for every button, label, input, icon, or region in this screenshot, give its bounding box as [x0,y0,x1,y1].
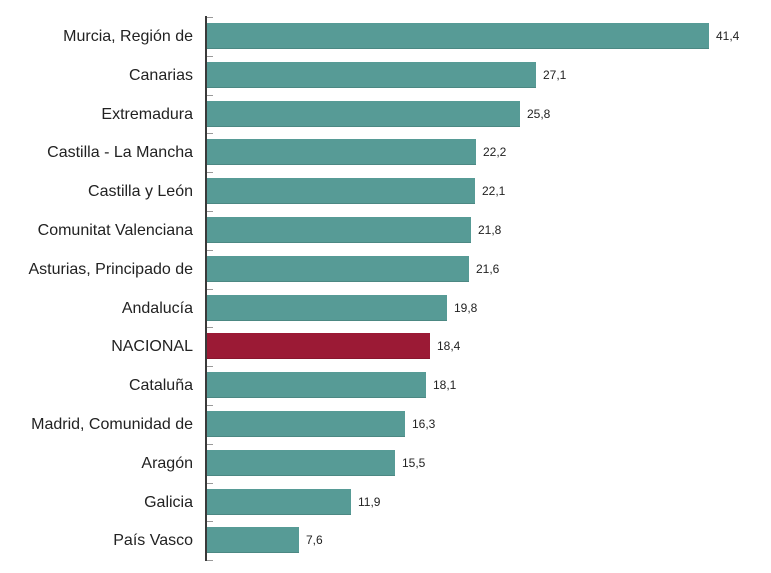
bar-row: Galicia 11,9 [0,489,771,516]
axis-tick [207,289,213,290]
bar [207,139,476,165]
axis-tick [207,560,213,561]
bar [207,411,405,437]
value-label: 21,8 [478,223,502,237]
bar-row: Madrid, Comunidad de 16,3 [0,411,771,438]
category-label: Castilla y León [88,183,193,200]
bar [207,101,520,127]
y-axis-line [205,16,207,561]
value-label: 16,3 [412,417,436,431]
bar-row: Castilla - La Mancha 22,2 [0,139,771,166]
axis-tick [207,95,213,96]
category-label: Aragón [141,455,193,472]
value-label: 18,1 [433,378,457,392]
bar [207,62,536,88]
category-label: NACIONAL [111,338,193,355]
category-label: Murcia, Región de [63,28,193,45]
bar-row: País Vasco 7,6 [0,527,771,554]
bar-row: Asturias, Principado de 21,6 [0,256,771,283]
bar-row: Extremadura 25,8 [0,101,771,128]
bar [207,295,447,321]
bar-row: Canarias 27,1 [0,62,771,89]
bar [207,527,299,553]
axis-tick [207,521,213,522]
category-label: Canarias [128,67,193,84]
axis-tick [207,172,213,173]
axis-tick [207,17,213,18]
bar [207,450,395,476]
bar [207,256,469,282]
value-label: 22,2 [483,145,507,159]
axis-tick [207,444,213,445]
bar-row: Andalucía 19,8 [0,295,771,322]
category-label: País Vasco [113,532,193,549]
bar-row: Comunitat Valenciana 21,8 [0,217,771,244]
axis-tick [207,250,213,251]
value-label: 19,8 [454,301,478,315]
axis-tick [207,56,213,57]
bar [207,489,351,515]
bar [207,23,709,49]
bar-row: Cataluña 18,1 [0,372,771,399]
value-label: 22,1 [482,184,506,198]
bar [207,372,426,398]
category-label: Comunitat Valenciana [37,222,193,239]
bar-row: Castilla y León 22,1 [0,178,771,205]
bar [207,217,471,243]
value-label: 27,1 [543,68,567,82]
value-label: 15,5 [402,456,426,470]
axis-tick [207,211,213,212]
axis-tick [207,133,213,134]
bar-row: Murcia, Región de 41,4 [0,23,771,50]
category-label: Asturias, Principado de [28,261,193,278]
value-label: 11,9 [358,495,381,509]
axis-tick [207,483,213,484]
bar-row: Aragón 15,5 [0,450,771,477]
category-label: Galicia [144,494,193,511]
category-label: Madrid, Comunidad de [31,416,193,433]
value-label: 25,8 [527,107,551,121]
axis-tick [207,405,213,406]
bar [207,178,475,204]
value-label: 21,6 [476,262,500,276]
category-label: Andalucía [121,300,193,317]
axis-tick [207,327,213,328]
axis-tick [207,366,213,367]
category-label: Cataluña [128,377,193,394]
category-label: Castilla - La Mancha [47,144,193,161]
bar-row: NACIONAL 18,4 [0,333,771,360]
bar-highlight [207,333,430,359]
value-label: 7,6 [306,533,323,547]
value-label: 18,4 [437,339,461,353]
category-label: Extremadura [101,106,193,123]
value-label: 41,4 [716,29,740,43]
